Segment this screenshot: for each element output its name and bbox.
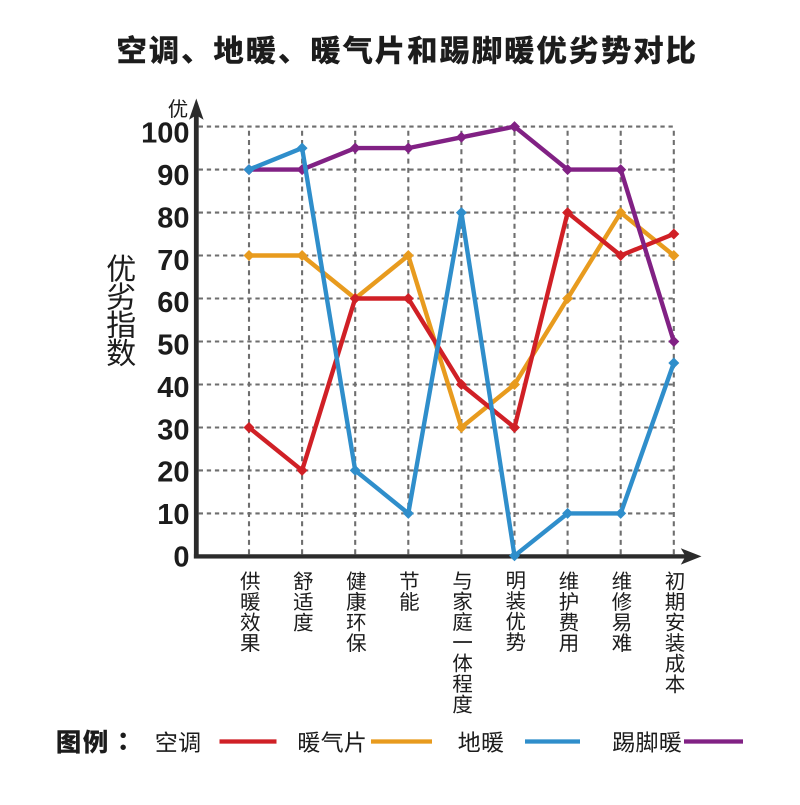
- svg-text:10: 10: [157, 499, 189, 531]
- svg-text:70: 70: [157, 245, 189, 277]
- svg-text:40: 40: [157, 372, 189, 404]
- svg-text:100: 100: [141, 118, 189, 150]
- svg-text:60: 60: [157, 287, 189, 319]
- svg-text:90: 90: [157, 160, 189, 192]
- svg-text:50: 50: [157, 330, 189, 362]
- svg-text:80: 80: [157, 202, 189, 234]
- svg-text:30: 30: [157, 414, 189, 446]
- svg-text:0: 0: [173, 541, 189, 573]
- svg-text:20: 20: [157, 457, 189, 489]
